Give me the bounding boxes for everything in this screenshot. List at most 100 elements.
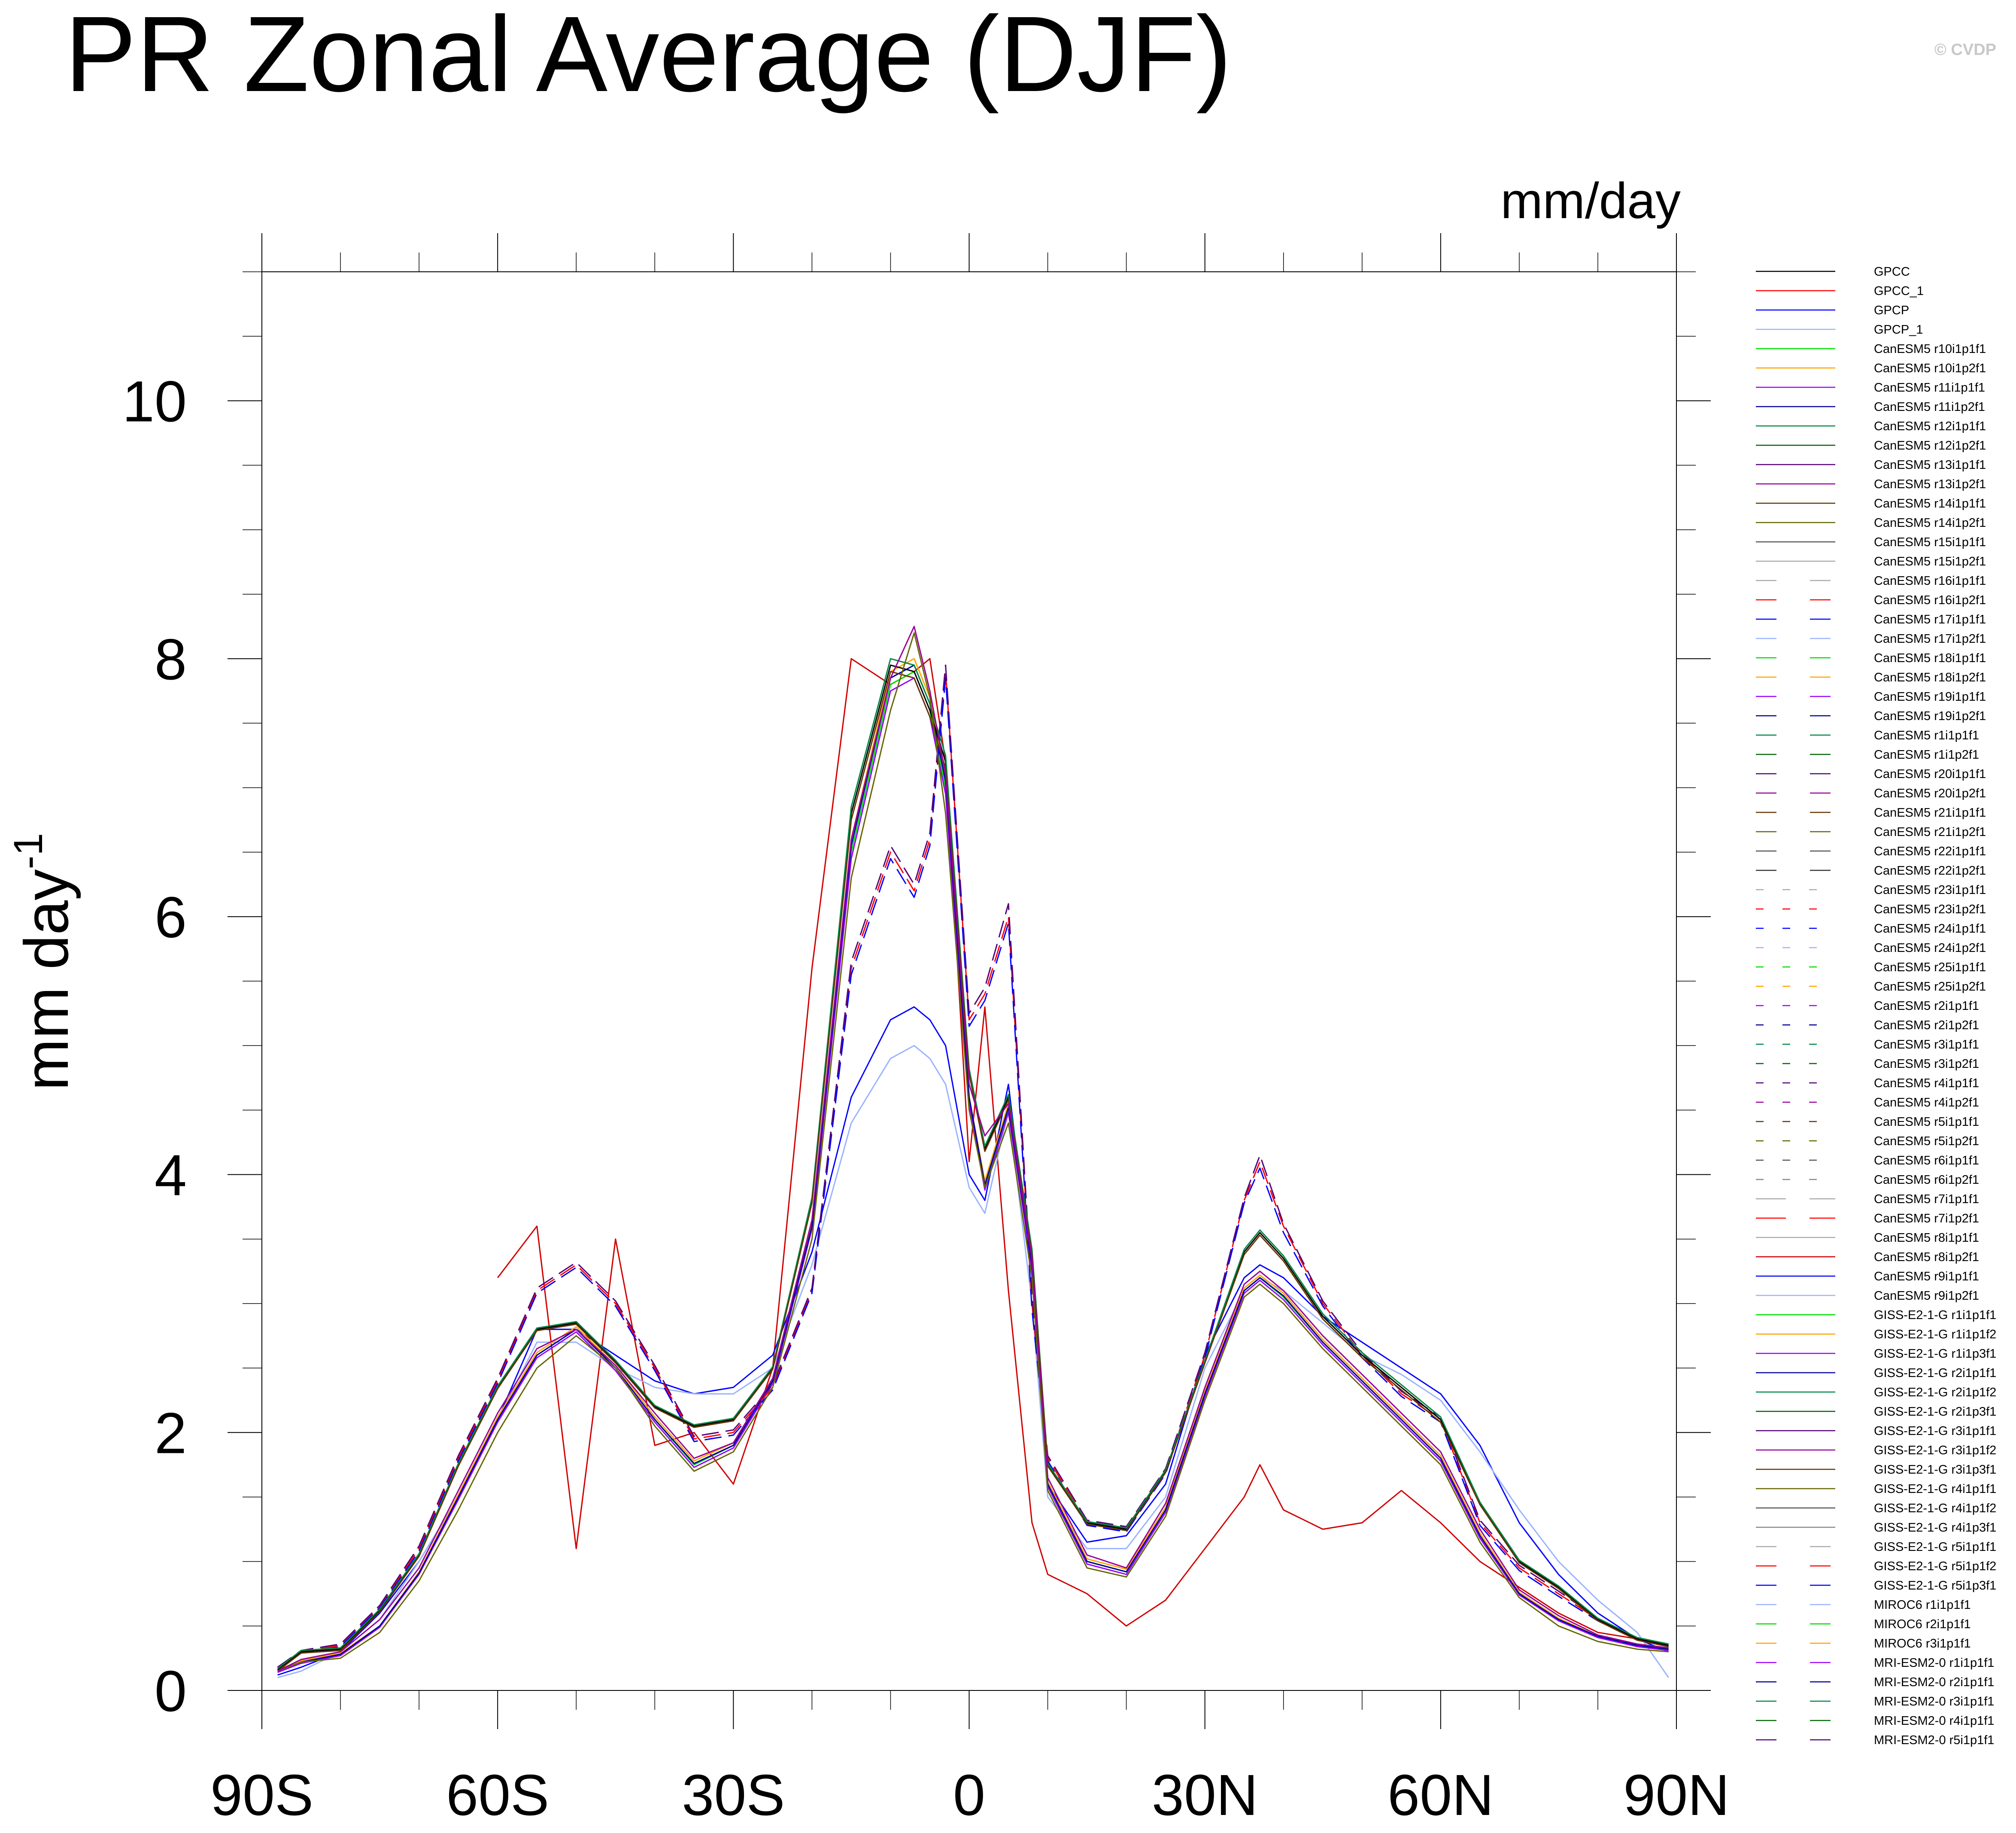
legend-label: CanESM5 r12i1p2f1 — [1874, 439, 1986, 453]
legend-label: GISS-E2-1-G r1i1p1f2 — [1874, 1328, 1996, 1341]
x-tick-label: 60S — [446, 1763, 549, 1827]
legend-label: CanESM5 r17i1p2f1 — [1874, 632, 1986, 646]
legend-label: GISS-E2-1-G r2i1p1f1 — [1874, 1366, 1996, 1380]
legend-label: CanESM5 r22i1p1f1 — [1874, 845, 1986, 858]
legend-label: MRI-ESM2-0 r1i1p1f1 — [1874, 1656, 1994, 1670]
legend-label: GISS-E2-1-G r3i1p1f1 — [1874, 1424, 1996, 1438]
legend-label: GPCC — [1874, 265, 1910, 279]
series-line — [277, 664, 1669, 1671]
x-tick-label: 30N — [1152, 1763, 1258, 1827]
legend-label: CanESM5 r22i1p2f1 — [1874, 864, 1986, 878]
legend-label: GISS-E2-1-G r5i1p3f1 — [1874, 1579, 1996, 1593]
legend-label: CanESM5 r6i1p2f1 — [1874, 1173, 1979, 1187]
series-line — [277, 671, 1669, 1668]
legend-label: CanESM5 r8i1p1f1 — [1874, 1231, 1979, 1245]
series-line — [277, 664, 1669, 1668]
series-line — [277, 1006, 1669, 1676]
legend-label: CanESM5 r14i1p1f1 — [1874, 497, 1986, 511]
y-tick-label: 8 — [155, 627, 187, 692]
legend-label: GISS-E2-1-G r3i1p3f1 — [1874, 1463, 1996, 1477]
legend-label: CanESM5 r7i1p1f1 — [1874, 1192, 1979, 1206]
legend-label: CanESM5 r1i1p2f1 — [1874, 748, 1979, 762]
legend-label: CanESM5 r21i1p1f1 — [1874, 806, 1986, 820]
x-tick-label: 0 — [953, 1763, 985, 1827]
x-tick-label: 30S — [682, 1763, 785, 1827]
series-line — [497, 658, 1669, 1646]
legend-label: CanESM5 r20i1p2f1 — [1874, 787, 1986, 800]
legend-label: MRI-ESM2-0 r2i1p1f1 — [1874, 1675, 1994, 1689]
legend-label: GISS-E2-1-G r5i1p1f2 — [1874, 1559, 1996, 1573]
legend-label: CanESM5 r2i1p2f1 — [1874, 1018, 1979, 1032]
legend-label: CanESM5 r21i1p2f1 — [1874, 825, 1986, 839]
series-line — [277, 677, 1669, 1673]
legend-label: MRI-ESM2-0 r4i1p1f1 — [1874, 1714, 1994, 1728]
legend-label: GISS-E2-1-G r4i1p1f2 — [1874, 1502, 1996, 1515]
y-tick-label: 0 — [155, 1659, 187, 1724]
legend-label: GISS-E2-1-G r5i1p1f1 — [1874, 1540, 1996, 1554]
legend-label: CanESM5 r1i1p1f1 — [1874, 729, 1979, 742]
y-axis-label-main: mm day — [12, 869, 81, 1091]
legend-label: CanESM5 r8i1p2f1 — [1874, 1250, 1979, 1264]
legend-label: CanESM5 r13i1p2f1 — [1874, 477, 1986, 491]
legend-label: CanESM5 r11i1p2f1 — [1874, 400, 1985, 414]
legend-label: CanESM5 r5i1p1f1 — [1874, 1115, 1979, 1129]
legend-label: CanESM5 r5i1p2f1 — [1874, 1134, 1979, 1148]
series-line — [277, 658, 1669, 1671]
series-line — [277, 626, 1669, 1672]
legend-label: CanESM5 r2i1p1f1 — [1874, 999, 1979, 1013]
legend-label: CanESM5 r23i1p2f1 — [1874, 903, 1986, 916]
y-axis-label: mm day-1 — [6, 833, 81, 1091]
legend-label: CanESM5 r15i1p1f1 — [1874, 535, 1986, 549]
axes: 0 2 4 6 8 10 90S 60S 30S 0 30N 60N 90N — [122, 233, 1730, 1827]
legend-label: CanESM5 r25i1p1f1 — [1874, 961, 1986, 974]
x-tick-label: 90S — [210, 1763, 313, 1827]
legend-label: CanESM5 r4i1p2f1 — [1874, 1096, 1979, 1110]
legend-label: CanESM5 r4i1p1f1 — [1874, 1076, 1979, 1090]
legend-label: CanESM5 r18i1p2f1 — [1874, 671, 1986, 684]
y-tick-label: 2 — [155, 1401, 187, 1465]
legend-label: CanESM5 r3i1p2f1 — [1874, 1057, 1979, 1071]
legend-label: CanESM5 r14i1p2f1 — [1874, 516, 1986, 530]
legend-label: CanESM5 r17i1p1f1 — [1874, 613, 1986, 626]
x-tick-label: 60N — [1388, 1763, 1494, 1827]
legend-label: CanESM5 r9i1p1f1 — [1874, 1270, 1979, 1283]
y-tick-label: 10 — [122, 369, 187, 434]
series-line — [277, 671, 1669, 1672]
series-line — [277, 632, 1669, 1672]
legend-label: MRI-ESM2-0 r3i1p1f1 — [1874, 1695, 1994, 1708]
legend-label: CanESM5 r10i1p2f1 — [1874, 362, 1986, 375]
series-line — [277, 1045, 1669, 1678]
legend-label: MIROC6 r2i1p1f1 — [1874, 1617, 1971, 1631]
legend-label: GPCP — [1874, 304, 1909, 317]
legend-label: CanESM5 r12i1p1f1 — [1874, 419, 1986, 433]
legend-label: CanESM5 r18i1p1f1 — [1874, 651, 1986, 665]
y-tick-label: 4 — [155, 1143, 187, 1208]
chart-title: PR Zonal Average (DJF) — [65, 0, 1232, 114]
legend-label: CanESM5 r7i1p2f1 — [1874, 1212, 1979, 1225]
legend-label: CanESM5 r9i1p2f1 — [1874, 1289, 1979, 1303]
y-axis-label-exponent: -1 — [6, 833, 51, 869]
legend-label: MIROC6 r1i1p1f1 — [1874, 1598, 1971, 1612]
legend-label: MIROC6 r3i1p1f1 — [1874, 1637, 1971, 1651]
legend-label: CanESM5 r11i1p1f1 — [1874, 381, 1985, 395]
legend-label: CanESM5 r6i1p1f1 — [1874, 1154, 1979, 1167]
legend-label: CanESM5 r16i1p1f1 — [1874, 574, 1986, 588]
legend-label: CanESM5 r19i1p1f1 — [1874, 690, 1986, 704]
legend-label: CanESM5 r16i1p2f1 — [1874, 593, 1986, 607]
legend-label: CanESM5 r24i1p2f1 — [1874, 941, 1986, 955]
units-label: mm/day — [1500, 173, 1681, 229]
copyright-label: © CVDP — [1934, 41, 1996, 59]
legend-label: CanESM5 r20i1p1f1 — [1874, 767, 1986, 781]
legend-label: GISS-E2-1-G r2i1p3f1 — [1874, 1405, 1996, 1419]
legend-label: CanESM5 r3i1p1f1 — [1874, 1038, 1979, 1052]
data-series — [277, 626, 1669, 1678]
series-line — [277, 658, 1669, 1669]
series-line — [277, 664, 1669, 1672]
legend-label: CanESM5 r23i1p1f1 — [1874, 883, 1986, 897]
legend-label: GPCC_1 — [1874, 284, 1924, 298]
y-tick-label: 6 — [155, 885, 187, 950]
legend: GPCC GPCC_1 GPCP GPCP_1 CanESM5 r10i1p1f1 Can… — [1756, 265, 1996, 1747]
legend-label: MRI-ESM2-0 r5i1p1f1 — [1874, 1733, 1994, 1747]
legend-label: GISS-E2-1-G r1i1p1f1 — [1874, 1308, 1996, 1322]
